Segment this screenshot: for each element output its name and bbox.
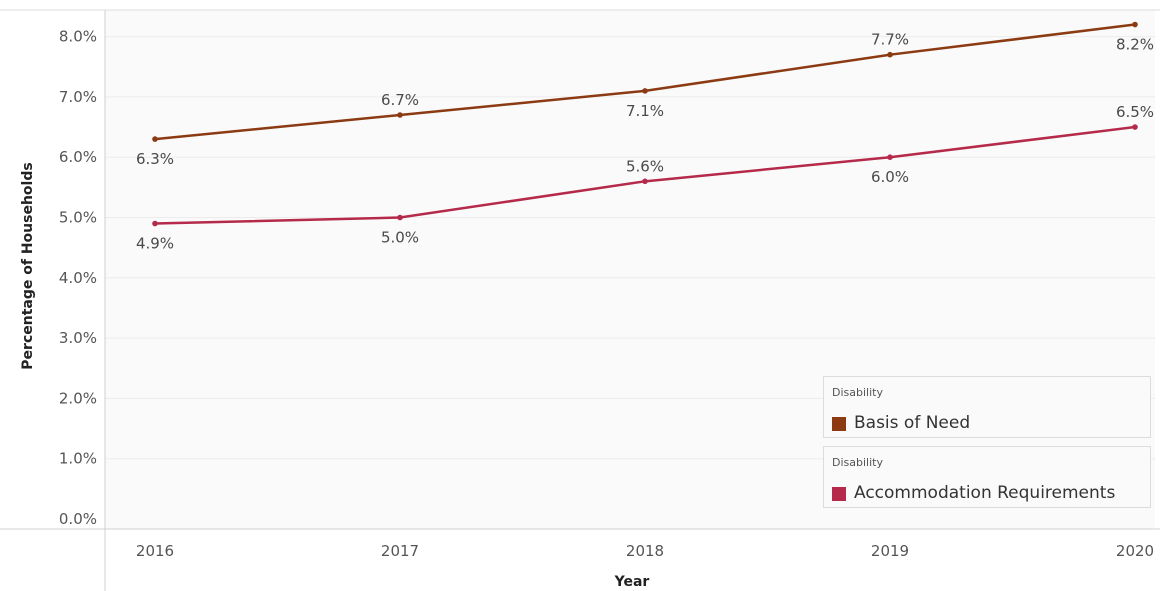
x-tick-label: 2020: [1116, 542, 1154, 560]
legend-accommodation-requirements[interactable]: Disability Accommodation Requirements: [823, 446, 1151, 508]
data-point-accommodation-requirements[interactable]: [1132, 124, 1138, 130]
data-point-basis-of-need[interactable]: [397, 112, 403, 118]
data-label-basis-of-need: 7.7%: [871, 31, 909, 49]
data-point-accommodation-requirements[interactable]: [397, 214, 403, 221]
data-label-accommodation-requirements: 6.0%: [871, 168, 909, 186]
data-point-basis-of-need[interactable]: [887, 51, 893, 58]
y-tick-label: 2.0%: [59, 389, 97, 407]
y-tick-label: 3.0%: [59, 329, 97, 347]
y-tick-label: 1.0%: [59, 450, 97, 468]
data-label-accommodation-requirements: 5.0%: [381, 229, 419, 247]
gridlines: [105, 36, 1155, 460]
data-label-accommodation-requirements: 4.9%: [136, 235, 174, 253]
legend-entry-accommodation-requirements: Accommodation Requirements: [854, 483, 1116, 503]
legend-title: Disability: [832, 456, 883, 469]
data-point-accommodation-requirements[interactable]: [887, 154, 893, 160]
x-tick-label: 2018: [626, 542, 664, 560]
data-point-basis-of-need[interactable]: [1132, 21, 1138, 28]
legend-entry-basis-of-need: Basis of Need: [854, 413, 971, 433]
x-axis-title: Year: [614, 574, 650, 590]
data-labels: 6.3% 6.7% 7.1% 7.7% 8.2% 4.9% 5.0% 5.6% 6.0% 6.5%: [136, 31, 1154, 253]
data-point-basis-of-need[interactable]: [152, 136, 158, 142]
y-tick-label: 5.0%: [59, 209, 97, 227]
y-tick-label: 0.0%: [59, 510, 97, 528]
y-tick-label: 8.0%: [59, 28, 97, 46]
data-label-basis-of-need: 6.3%: [136, 150, 174, 168]
legend-swatch-basis-of-need: [832, 417, 846, 431]
series-group: [152, 21, 1138, 227]
data-point-accommodation-requirements[interactable]: [152, 220, 158, 227]
y-tick-label: 4.0%: [59, 269, 97, 287]
x-tick-labels: 2016 2017 2018 2019 2020: [136, 542, 1154, 560]
y-tick-label: 6.0%: [59, 148, 97, 166]
x-tick-label: 2017: [381, 542, 419, 560]
y-tick-labels: 0.0% 1.0% 2.0% 3.0% 4.0% 5.0% 6.0% 7.0% 8.0%: [59, 28, 97, 528]
data-label-basis-of-need: 8.2%: [1116, 36, 1154, 54]
data-point-basis-of-need[interactable]: [642, 88, 648, 94]
legend-swatch-accommodation-requirements: [832, 487, 846, 501]
legend-basis-of-need[interactable]: Disability Basis of Need: [823, 376, 1151, 438]
data-label-basis-of-need: 7.1%: [626, 102, 664, 120]
data-label-basis-of-need: 6.7%: [381, 91, 419, 109]
legend-title: Disability: [832, 386, 883, 399]
data-label-accommodation-requirements: 6.5%: [1116, 103, 1154, 121]
data-label-accommodation-requirements: 5.6%: [626, 157, 664, 175]
x-tick-label: 2019: [871, 542, 909, 560]
data-point-accommodation-requirements[interactable]: [642, 178, 648, 185]
x-tick-label: 2016: [136, 542, 174, 560]
y-tick-label: 7.0%: [59, 88, 97, 106]
y-axis-title: Percentage of Households: [20, 162, 36, 369]
